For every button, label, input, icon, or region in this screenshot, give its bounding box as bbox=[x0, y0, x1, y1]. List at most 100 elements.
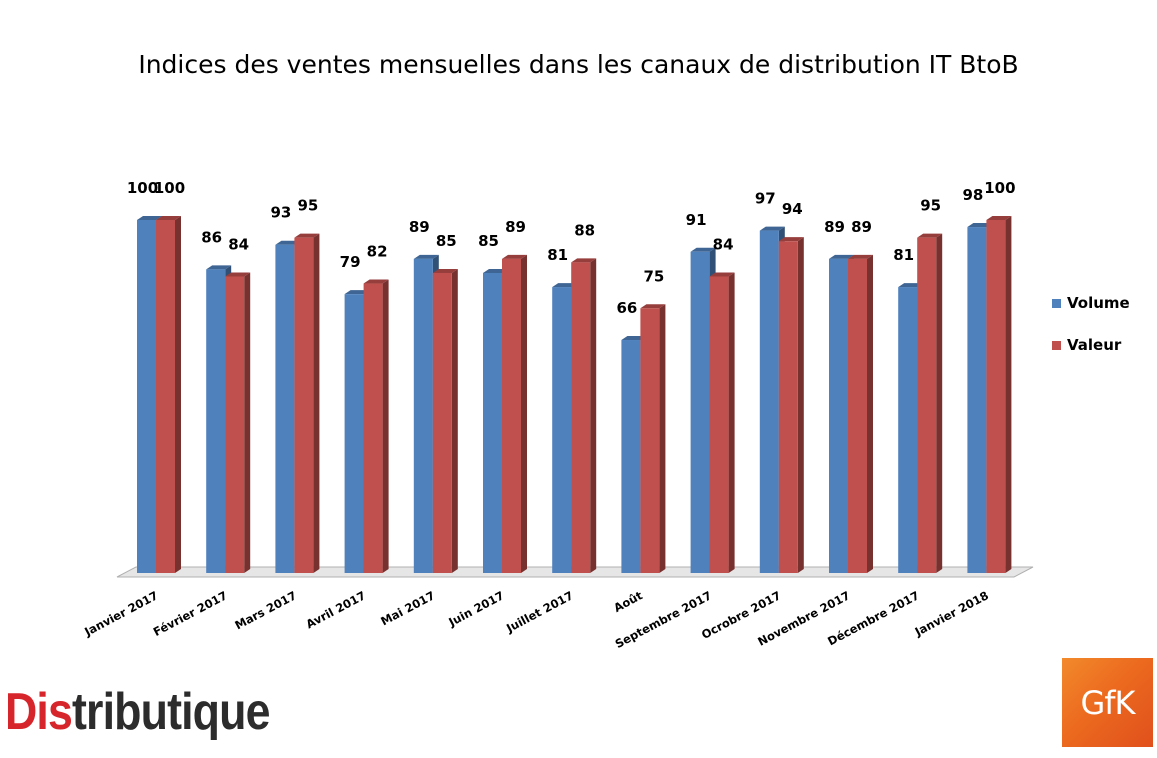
bar-side-valeur bbox=[728, 272, 735, 573]
bar-top-valeur bbox=[225, 272, 251, 277]
bar-top-volume bbox=[344, 290, 370, 295]
bar-top-volume bbox=[690, 247, 716, 252]
bar-top-valeur bbox=[917, 233, 943, 238]
data-label-valeur: 95 bbox=[920, 197, 941, 215]
data-label-volume: 89 bbox=[824, 218, 845, 236]
gfk-logo: GfK bbox=[1062, 658, 1153, 747]
bar-side-valeur bbox=[1005, 216, 1012, 573]
bar-volume bbox=[413, 258, 433, 573]
bar-volume bbox=[759, 230, 779, 573]
data-label-valeur: 84 bbox=[713, 235, 734, 253]
bar-top-valeur bbox=[156, 216, 181, 220]
data-label-valeur: 89 bbox=[505, 218, 526, 236]
x-tick-label: Janvier 2018 bbox=[912, 588, 991, 639]
bar-valeur bbox=[848, 258, 867, 573]
bar-side-valeur bbox=[590, 258, 597, 573]
bar-top-valeur bbox=[986, 216, 1012, 220]
bar-valeur bbox=[986, 220, 1006, 573]
data-label-valeur: 82 bbox=[367, 243, 388, 261]
bar-valeur bbox=[778, 241, 798, 573]
legend-label-volume: Volume bbox=[1067, 294, 1130, 312]
bar-top-valeur bbox=[640, 304, 666, 309]
bar-top-volume bbox=[898, 283, 924, 288]
bar-top-volume bbox=[829, 254, 854, 259]
bar-valeur bbox=[432, 272, 452, 573]
bar-volume bbox=[206, 269, 226, 573]
bar-valeur bbox=[917, 237, 937, 573]
bar-top-valeur bbox=[848, 254, 873, 259]
bar-side-valeur bbox=[244, 272, 251, 573]
data-label-volume: 79 bbox=[340, 253, 361, 271]
bar-side-valeur bbox=[521, 254, 527, 573]
bar-volume bbox=[967, 227, 987, 573]
bar-volume bbox=[898, 287, 918, 573]
data-label-volume: 81 bbox=[547, 246, 568, 264]
data-label-valeur: 88 bbox=[574, 221, 595, 239]
legend-swatch-volume bbox=[1052, 298, 1061, 308]
bar-side-valeur bbox=[382, 279, 389, 573]
bar-top-volume bbox=[483, 268, 508, 273]
bar-top-valeur bbox=[294, 233, 320, 238]
data-label-volume: 85 bbox=[478, 232, 499, 250]
bar-top-valeur bbox=[432, 268, 458, 273]
bar-valeur bbox=[225, 276, 245, 573]
bar-valeur bbox=[156, 220, 175, 573]
x-tick-label: Août bbox=[611, 588, 645, 615]
bar-valeur bbox=[640, 308, 660, 573]
x-tick-label: Février 2017 bbox=[151, 588, 230, 639]
bar-top-volume bbox=[759, 226, 785, 231]
bar-valeur bbox=[709, 276, 729, 573]
data-label-valeur: 85 bbox=[436, 232, 457, 250]
data-label-valeur: 89 bbox=[851, 218, 872, 236]
data-label-volume: 81 bbox=[893, 246, 914, 264]
bar-top-valeur bbox=[709, 272, 735, 277]
bar-side-valeur bbox=[659, 304, 666, 573]
legend-label-valeur: Valeur bbox=[1067, 336, 1122, 354]
data-label-valeur: 94 bbox=[782, 200, 803, 218]
x-tick-label: Mars 2017 bbox=[232, 588, 298, 632]
data-label-volume: 97 bbox=[755, 190, 776, 208]
bar-side-valeur bbox=[175, 216, 181, 573]
legend-item-volume: Volume bbox=[1052, 294, 1130, 312]
x-tick-label: Mai 2017 bbox=[378, 588, 437, 628]
bar-top-volume bbox=[275, 240, 301, 245]
legend-item-valeur: Valeur bbox=[1052, 336, 1121, 354]
data-label-valeur: 95 bbox=[297, 197, 318, 215]
bar-top-volume bbox=[552, 283, 578, 288]
x-tick-label: Juillet 2017 bbox=[503, 588, 575, 635]
bar-volume bbox=[483, 272, 502, 573]
bar-top-volume bbox=[206, 265, 232, 270]
bar-side-valeur bbox=[867, 254, 873, 573]
bar-volume bbox=[275, 244, 295, 573]
bar-valeur bbox=[571, 262, 591, 573]
bar-valeur bbox=[502, 258, 521, 573]
data-label-valeur: 100 bbox=[154, 179, 185, 197]
bar-volume bbox=[690, 251, 710, 573]
bar-side-valeur bbox=[451, 268, 458, 573]
data-label-valeur: 84 bbox=[228, 235, 249, 253]
bar-top-valeur bbox=[571, 258, 597, 263]
bar-side-valeur bbox=[313, 233, 320, 573]
data-label-volume: 91 bbox=[686, 211, 707, 229]
bar-top-volume bbox=[967, 223, 993, 228]
x-tick-label: Avril 2017 bbox=[304, 588, 368, 631]
bar-volume bbox=[829, 258, 848, 573]
bar-side-valeur bbox=[797, 237, 804, 573]
distributique-logo: Distributique bbox=[5, 672, 270, 752]
bar-valeur bbox=[363, 283, 383, 573]
bar-volume bbox=[552, 287, 572, 573]
x-tick-label: Juin 2017 bbox=[445, 588, 506, 629]
bar-top-valeur bbox=[502, 254, 527, 259]
data-label-volume: 89 bbox=[409, 218, 430, 236]
x-tick-label: Janvier 2017 bbox=[81, 588, 160, 639]
chart-title: Indices des ventes mensuelles dans les c… bbox=[138, 50, 1019, 79]
data-label-volume: 98 bbox=[962, 186, 983, 204]
data-label-valeur: 75 bbox=[643, 267, 664, 285]
distributique-logo-dark: tributique bbox=[72, 683, 270, 741]
data-label-volume: 66 bbox=[616, 299, 637, 317]
bar-top-valeur bbox=[363, 279, 389, 284]
bar-side-valeur bbox=[936, 233, 943, 573]
data-label-valeur: 100 bbox=[984, 179, 1015, 197]
legend-swatch-valeur bbox=[1052, 340, 1061, 350]
